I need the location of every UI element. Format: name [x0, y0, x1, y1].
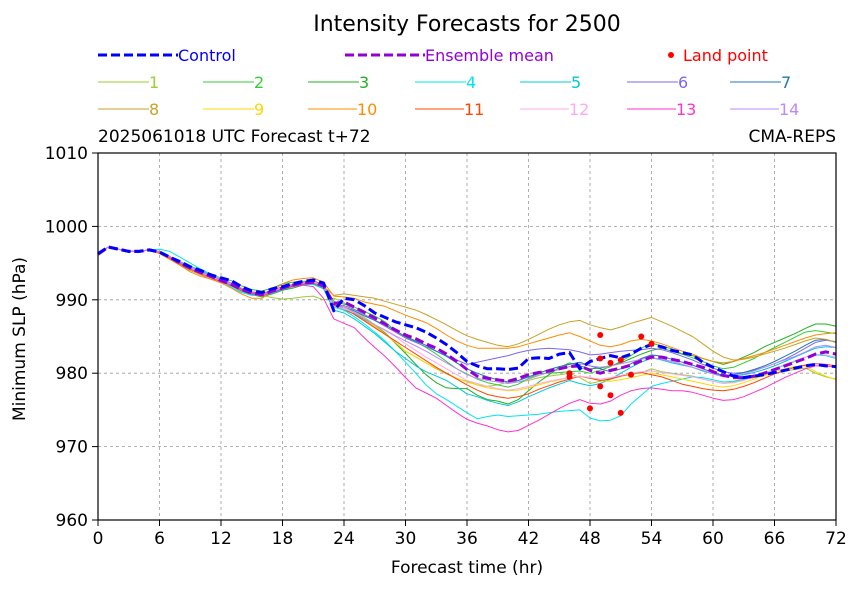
x-tick-label: 66: [764, 529, 786, 549]
legend-label-12: 12: [569, 100, 589, 119]
y-axis-label: Minimum SLP (hPa): [10, 257, 30, 421]
legend-label-1: 1: [149, 73, 159, 92]
x-tick-label: 30: [395, 529, 417, 549]
y-tick-label: 1000: [45, 217, 88, 237]
series-line-ensemble-mean: [97, 245, 837, 383]
land-point-marker: [607, 359, 614, 366]
chart-subtitle-left: 2025061018 UTC Forecast t+72: [98, 127, 371, 147]
legend-label-14: 14: [779, 100, 799, 119]
legend-label-land-point: Land point: [683, 46, 768, 65]
x-tick-label: 72: [825, 529, 847, 549]
gridlines: [98, 153, 836, 520]
land-point-marker: [597, 332, 604, 339]
land-point-marker: [587, 405, 593, 412]
series-line-10: [97, 246, 837, 364]
x-tick-label: 60: [702, 529, 724, 549]
land-points: [566, 332, 655, 416]
chart-subtitle-right: CMA-REPS: [748, 127, 836, 147]
legend-label-6: 6: [678, 73, 688, 92]
x-tick-label: 48: [579, 529, 601, 549]
x-tick-label: 36: [456, 529, 478, 549]
x-tick-label: 0: [93, 529, 104, 549]
series-layer: [97, 245, 837, 433]
legend-swatch-land-point: [668, 52, 674, 58]
x-tick-label: 6: [154, 529, 165, 549]
legend-label-8: 8: [149, 100, 159, 119]
y-tick-label: 960: [56, 511, 88, 531]
legend-label-7: 7: [781, 73, 791, 92]
legend-label-13: 13: [676, 100, 696, 119]
x-tick-label: 42: [518, 529, 540, 549]
land-point-marker: [628, 371, 634, 378]
chart-title: Intensity Forecasts for 2500: [313, 12, 621, 37]
land-point-marker: [597, 355, 604, 362]
x-axis-label: Forecast time (hr): [391, 558, 543, 578]
x-tick-label: 54: [641, 529, 663, 549]
legend-label-11: 11: [464, 100, 484, 119]
axis-ticks: 0 6 12 18 24 30 36 42 48 54 60 66 72 960 970 980 990 1000…: [45, 144, 847, 549]
land-point-marker: [597, 383, 604, 390]
series-line-control: [97, 245, 837, 380]
y-tick-label: 980: [56, 364, 88, 384]
y-tick-label: 970: [56, 438, 88, 458]
y-tick-label: 1010: [45, 144, 88, 164]
land-point-marker: [648, 340, 655, 347]
legend-label-4: 4: [466, 73, 476, 92]
x-tick-label: 12: [210, 529, 232, 549]
legend-label-3: 3: [359, 73, 369, 92]
land-point-marker: [617, 409, 624, 416]
x-tick-label: 24: [333, 529, 355, 549]
x-tick-label: 18: [272, 529, 294, 549]
legend-label-9: 9: [254, 100, 264, 119]
land-point-marker: [566, 370, 573, 377]
land-point-marker: [607, 392, 614, 399]
legend-label-5: 5: [571, 73, 581, 92]
legend-label-ensemble-mean: Ensemble mean: [425, 46, 554, 65]
legend-label-10: 10: [357, 100, 377, 119]
legend-label-2: 2: [254, 73, 264, 92]
y-tick-label: 990: [56, 291, 88, 311]
land-point-marker: [638, 333, 645, 340]
land-point-marker: [617, 356, 624, 363]
legend-label-control: Control: [178, 46, 236, 65]
